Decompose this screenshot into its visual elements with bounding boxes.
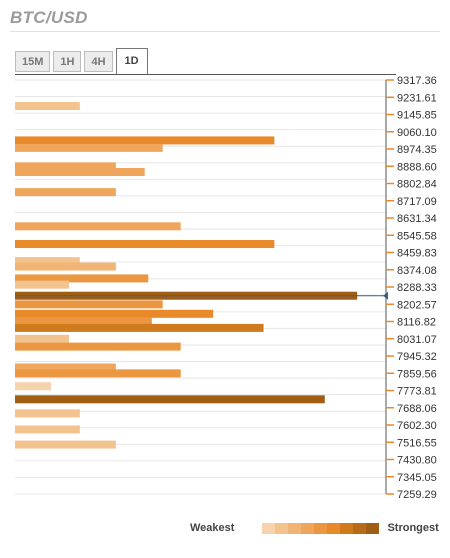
confluence-bar — [15, 382, 52, 391]
tick-label: 7430.80 — [397, 455, 437, 467]
tab-1h[interactable]: 1H — [53, 51, 82, 72]
tab-4h[interactable]: 4H — [84, 51, 113, 72]
tick-label: 7259.29 — [397, 489, 437, 501]
legend-swatch — [275, 522, 289, 534]
legend-weakest-label: Weakest — [190, 522, 235, 534]
confluence-bar — [15, 240, 275, 249]
confluence-bar — [15, 300, 163, 309]
title-divider — [10, 31, 440, 32]
confluence-bar — [15, 188, 116, 197]
tab-1d[interactable]: 1D — [115, 48, 148, 75]
legend-swatch — [366, 522, 380, 534]
confluence-bar — [15, 425, 80, 434]
legend-swatch — [353, 522, 367, 534]
confluence-bar — [15, 280, 70, 289]
confluence-bar — [15, 168, 145, 177]
tick-label: 7345.05 — [397, 472, 437, 484]
tick-label: 8888.60 — [397, 161, 437, 173]
strength-legend: Weakest Strongest — [190, 522, 439, 534]
confluence-bar — [15, 334, 70, 343]
legend-swatch — [327, 522, 341, 534]
confluence-bar — [15, 440, 116, 449]
tick-label: 9231.61 — [397, 92, 437, 104]
confluence-bar — [15, 342, 181, 351]
tick-label: 9060.10 — [397, 127, 437, 139]
chart-title: BTC/USD — [10, 8, 88, 27]
confluence-bar — [15, 102, 80, 111]
confluence-bar — [15, 309, 214, 318]
confluence-bar — [15, 363, 116, 372]
confluence-bar — [15, 395, 325, 404]
tick-label: 8631.34 — [397, 213, 437, 225]
legend-swatch — [301, 522, 315, 534]
confluence-bar — [15, 143, 163, 152]
tick-label: 8031.07 — [397, 334, 437, 346]
legend-color-scale — [262, 522, 380, 534]
current-price-marker — [383, 291, 388, 300]
confluence-bar — [15, 162, 116, 171]
confluence-bar — [15, 262, 116, 271]
confluence-bar — [15, 136, 275, 145]
confluence-bar — [15, 222, 181, 231]
confluence-bar — [15, 274, 149, 283]
tick-label: 7516.55 — [397, 437, 437, 449]
tick-label: 7859.56 — [397, 368, 437, 380]
legend-swatch — [262, 522, 276, 534]
tabs-divider — [15, 74, 396, 75]
tick-label: 9317.36 — [397, 75, 437, 87]
confluence-bar — [15, 323, 264, 332]
legend-swatch — [288, 522, 302, 534]
tick-label: 7688.06 — [397, 403, 437, 415]
confluence-bar — [15, 369, 181, 378]
legend-swatch — [340, 522, 354, 534]
tab-15m[interactable]: 15M — [15, 51, 51, 72]
tick-label: 9145.85 — [397, 110, 437, 122]
timeframe-tabs: 15M 1H 4H 1D — [15, 48, 148, 75]
tick-label: 8545.58 — [397, 230, 437, 242]
tick-label: 7602.30 — [397, 420, 437, 432]
legend-swatch — [314, 522, 328, 534]
tick-label: 8459.83 — [397, 248, 437, 260]
tick-label: 8202.57 — [397, 299, 437, 311]
tick-label: 8717.09 — [397, 196, 437, 208]
tick-label: 7773.81 — [397, 386, 437, 398]
confluence-bar — [15, 409, 80, 418]
confluence-bar — [15, 257, 80, 266]
tick-label: 7945.32 — [397, 351, 437, 363]
tick-label: 8374.08 — [397, 265, 437, 277]
tick-label: 8974.35 — [397, 144, 437, 156]
tick-label: 8802.84 — [397, 179, 437, 191]
legend-strongest-label: Strongest — [387, 522, 439, 534]
tick-label: 8116.82 — [397, 317, 436, 329]
tick-label: 8288.33 — [397, 282, 437, 294]
confluence-bar — [15, 317, 152, 326]
